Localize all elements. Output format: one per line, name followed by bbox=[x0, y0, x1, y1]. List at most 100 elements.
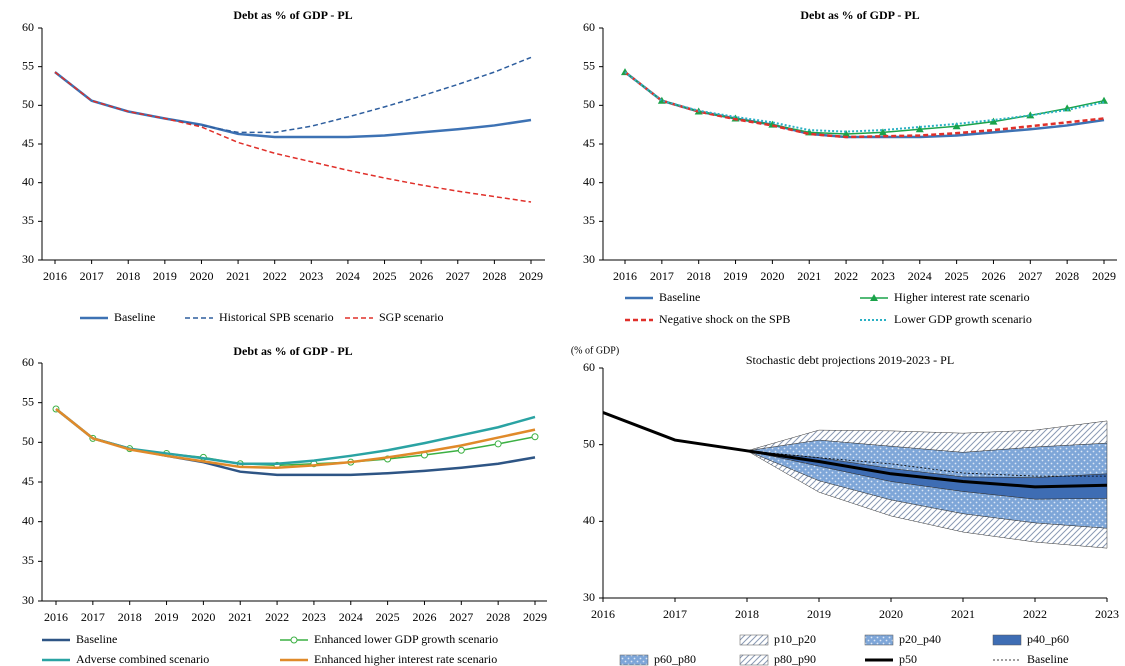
x-tick-label: 2017 bbox=[80, 269, 104, 283]
y-tick-label: 35 bbox=[22, 553, 34, 567]
x-tick-label: 2018 bbox=[116, 269, 140, 283]
x-tick-label: 2025 bbox=[376, 610, 400, 624]
y-tick-label: 30 bbox=[22, 593, 34, 607]
legend-label: p10_p20 bbox=[774, 632, 816, 646]
y-tick-label: 50 bbox=[22, 97, 34, 111]
marker bbox=[531, 433, 539, 441]
x-tick-label: 2023 bbox=[871, 269, 895, 283]
x-tick-label: 2019 bbox=[155, 610, 179, 624]
legend-label: Enhanced lower GDP growth scenario bbox=[314, 632, 498, 646]
x-tick-label: 2020 bbox=[189, 269, 213, 283]
legend-swatch bbox=[619, 654, 649, 666]
x-tick-label: 2022 bbox=[265, 610, 289, 624]
x-tick-label: 2029 bbox=[1092, 269, 1116, 283]
x-tick-label: 2025 bbox=[373, 269, 397, 283]
y-tick-label: 50 bbox=[22, 434, 34, 448]
x-tick-label: 2026 bbox=[412, 610, 436, 624]
x-tick-label: 2016 bbox=[591, 607, 615, 621]
legend-label: Adverse combined scenario bbox=[76, 652, 209, 666]
marker bbox=[457, 446, 465, 454]
x-tick-label: 2023 bbox=[302, 610, 326, 624]
x-tick-label: 2018 bbox=[118, 610, 142, 624]
x-tick-label: 2024 bbox=[339, 610, 363, 624]
x-tick-label: 2022 bbox=[1023, 607, 1047, 621]
legend-swatch bbox=[864, 634, 894, 646]
x-tick-label: 2018 bbox=[735, 607, 759, 621]
x-tick-label: 2020 bbox=[879, 607, 903, 621]
y-tick-label: 40 bbox=[22, 174, 34, 188]
x-tick-label: 2017 bbox=[663, 607, 687, 621]
y-tick-label: 55 bbox=[583, 58, 595, 72]
x-tick-label: 2022 bbox=[263, 269, 287, 283]
legend-label: Baseline bbox=[114, 310, 155, 324]
legend-swatch bbox=[739, 634, 769, 646]
x-tick-label: 2021 bbox=[226, 269, 250, 283]
x-tick-label: 2024 bbox=[908, 269, 932, 283]
x-tick-label: 2017 bbox=[81, 610, 105, 624]
x-tick-label: 2025 bbox=[945, 269, 969, 283]
series-line bbox=[624, 71, 1105, 135]
legend-label: Enhanced higher interest rate scenario bbox=[314, 652, 497, 666]
y-tick-label: 60 bbox=[22, 20, 34, 34]
x-tick-label: 2021 bbox=[228, 610, 252, 624]
marker bbox=[915, 125, 924, 133]
x-tick-label: 2028 bbox=[486, 610, 510, 624]
x-tick-label: 2027 bbox=[446, 269, 470, 283]
legend-label: Historical SPB scenario bbox=[219, 310, 334, 324]
y-tick-label: 60 bbox=[22, 355, 34, 369]
x-tick-label: 2024 bbox=[336, 269, 360, 283]
x-tick-label: 2018 bbox=[687, 269, 711, 283]
series-line bbox=[54, 71, 532, 203]
x-tick-label: 2023 bbox=[299, 269, 323, 283]
legend-label: Baseline bbox=[659, 290, 700, 304]
x-tick-label: 2020 bbox=[191, 610, 215, 624]
fan-band bbox=[746, 420, 1108, 453]
series-line bbox=[624, 71, 1105, 139]
x-tick-label: 2028 bbox=[482, 269, 506, 283]
legend-label: Negative shock on the SPB bbox=[659, 312, 790, 326]
x-tick-label: 2016 bbox=[43, 269, 67, 283]
marker bbox=[878, 128, 887, 136]
marker bbox=[1063, 104, 1072, 112]
y-tick-label: 40 bbox=[583, 513, 595, 527]
legend-label: p20_p40 bbox=[899, 632, 941, 646]
x-tick-label: 2028 bbox=[1055, 269, 1079, 283]
x-tick-label: 2027 bbox=[449, 610, 473, 624]
marker bbox=[842, 129, 851, 137]
legend-swatch bbox=[992, 634, 1022, 646]
series-line bbox=[624, 71, 1105, 133]
chart-title: Stochastic debt projections 2019-2023 - … bbox=[746, 353, 954, 367]
x-tick-label: 2021 bbox=[797, 269, 821, 283]
y-tick-label: 45 bbox=[22, 474, 34, 488]
series-line bbox=[624, 71, 1105, 139]
legend-label: Baseline bbox=[1027, 652, 1068, 666]
y-tick-label: 30 bbox=[22, 252, 34, 266]
series-line bbox=[54, 71, 532, 139]
y-tick-label: 45 bbox=[22, 136, 34, 150]
x-tick-label: 2027 bbox=[1018, 269, 1042, 283]
marker bbox=[1100, 96, 1108, 104]
x-tick-label: 2029 bbox=[523, 610, 547, 624]
series-line bbox=[55, 408, 536, 466]
y-axis-label: (% of GDP) bbox=[571, 345, 619, 356]
y-tick-label: 60 bbox=[583, 360, 595, 374]
marker bbox=[494, 440, 502, 448]
series-line bbox=[55, 408, 536, 469]
legend-label: p50 bbox=[899, 652, 917, 666]
y-tick-label: 30 bbox=[583, 590, 595, 604]
y-tick-label: 35 bbox=[22, 213, 34, 227]
y-tick-label: 60 bbox=[583, 20, 595, 34]
x-tick-label: 2026 bbox=[981, 269, 1005, 283]
y-tick-label: 35 bbox=[583, 213, 595, 227]
marker bbox=[989, 117, 998, 125]
series-line bbox=[55, 408, 536, 467]
y-tick-label: 55 bbox=[22, 58, 34, 72]
x-tick-label: 2021 bbox=[951, 607, 975, 621]
x-tick-label: 2022 bbox=[834, 269, 858, 283]
y-tick-label: 40 bbox=[22, 513, 34, 527]
y-tick-label: 30 bbox=[583, 252, 595, 266]
x-tick-label: 2017 bbox=[650, 269, 674, 283]
series-line bbox=[54, 56, 532, 134]
legend-swatch bbox=[739, 654, 769, 666]
